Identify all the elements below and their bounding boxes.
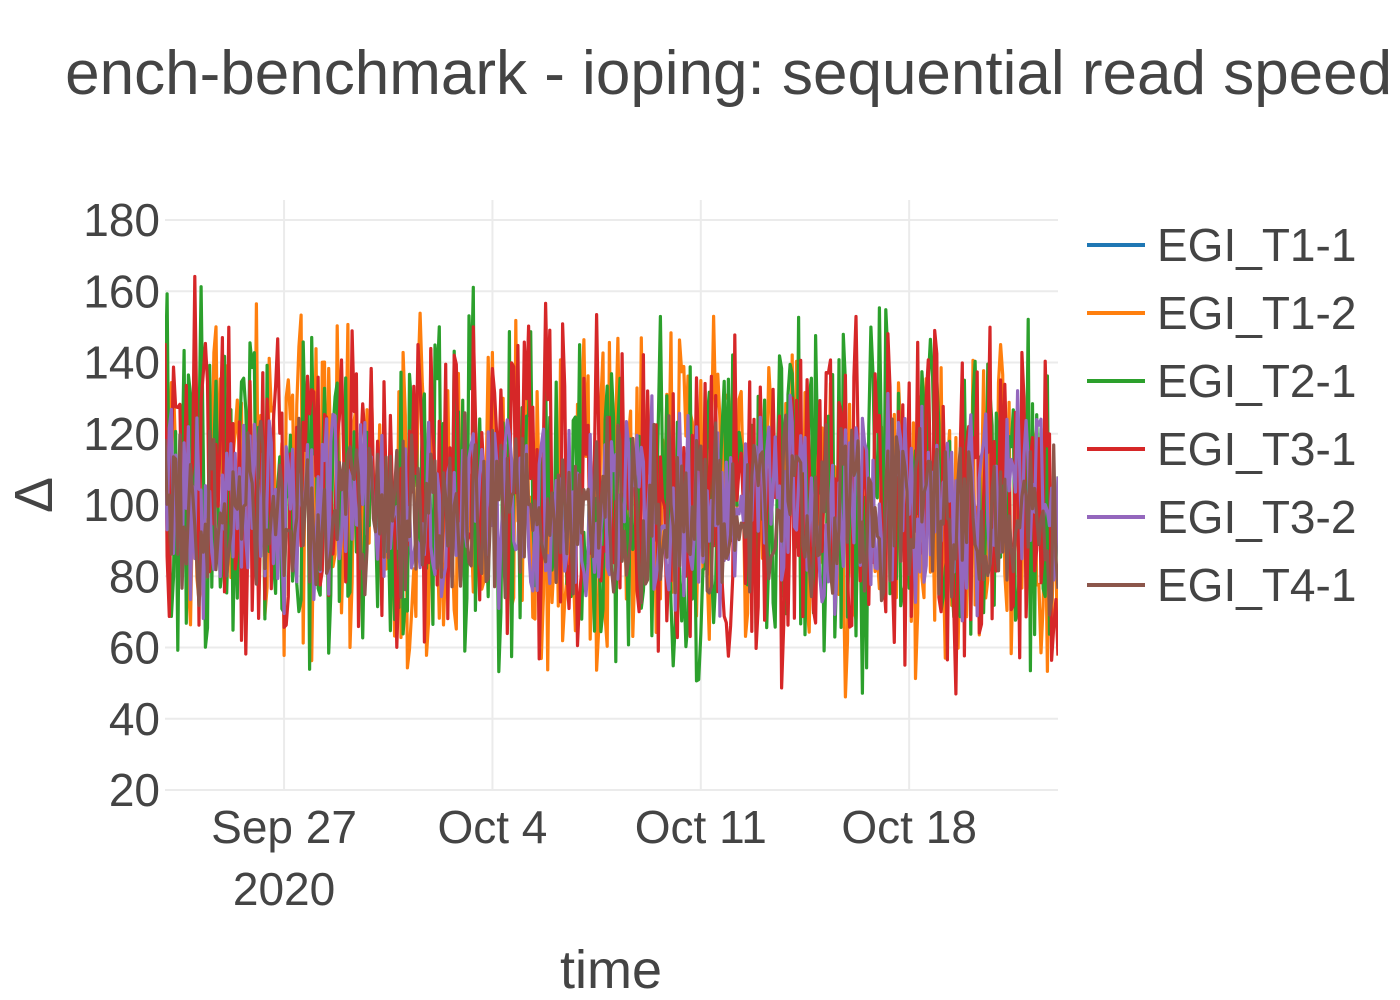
y-tick-label: 180 bbox=[83, 194, 160, 246]
x-axis-ticks: Sep 27 2020 Oct 4 Oct 11 Oct 18 bbox=[211, 801, 977, 915]
y-tick-label: 120 bbox=[83, 408, 160, 460]
x-tick-label: Sep 27 bbox=[211, 801, 357, 853]
x-tick-sublabel: 2020 bbox=[233, 863, 335, 915]
y-axis-title: Δ bbox=[4, 477, 64, 513]
x-tick-label: Oct 18 bbox=[841, 801, 977, 853]
legend-label: EGI_T2-1 bbox=[1157, 355, 1356, 407]
y-tick-label: 140 bbox=[83, 337, 160, 389]
legend-label: EGI_T3-2 bbox=[1157, 491, 1356, 543]
legend-label: EGI_T3-1 bbox=[1157, 423, 1356, 475]
y-tick-label: 160 bbox=[83, 265, 160, 317]
chart-title: ench-benchmark - ioping: sequential read… bbox=[65, 39, 1400, 108]
y-tick-label: 100 bbox=[83, 479, 160, 531]
plot-area bbox=[165, 274, 1058, 699]
x-axis-title: time bbox=[560, 940, 662, 1000]
x-tick-label: Oct 4 bbox=[437, 801, 547, 853]
y-tick-label: 60 bbox=[109, 622, 160, 674]
series-line-egi_t2-1 bbox=[165, 285, 1058, 695]
legend-label: EGI_T1-2 bbox=[1157, 287, 1356, 339]
y-tick-label: 40 bbox=[109, 693, 160, 745]
x-tick-label: Oct 11 bbox=[635, 801, 767, 853]
y-tick-label: 20 bbox=[109, 764, 160, 816]
y-axis-ticks: 20 40 60 80 100 120 140 160 180 bbox=[83, 194, 160, 816]
y-tick-label: 80 bbox=[109, 550, 160, 602]
legend-label: EGI_T4-1 bbox=[1157, 559, 1356, 611]
legend-label: EGI_T1-1 bbox=[1157, 219, 1356, 271]
legend: EGI_T1-1 EGI_T1-2 EGI_T2-1 EGI_T3-1 EGI_T3-2… bbox=[1087, 219, 1356, 611]
series-line-egi_t4-1 bbox=[165, 411, 1058, 617]
